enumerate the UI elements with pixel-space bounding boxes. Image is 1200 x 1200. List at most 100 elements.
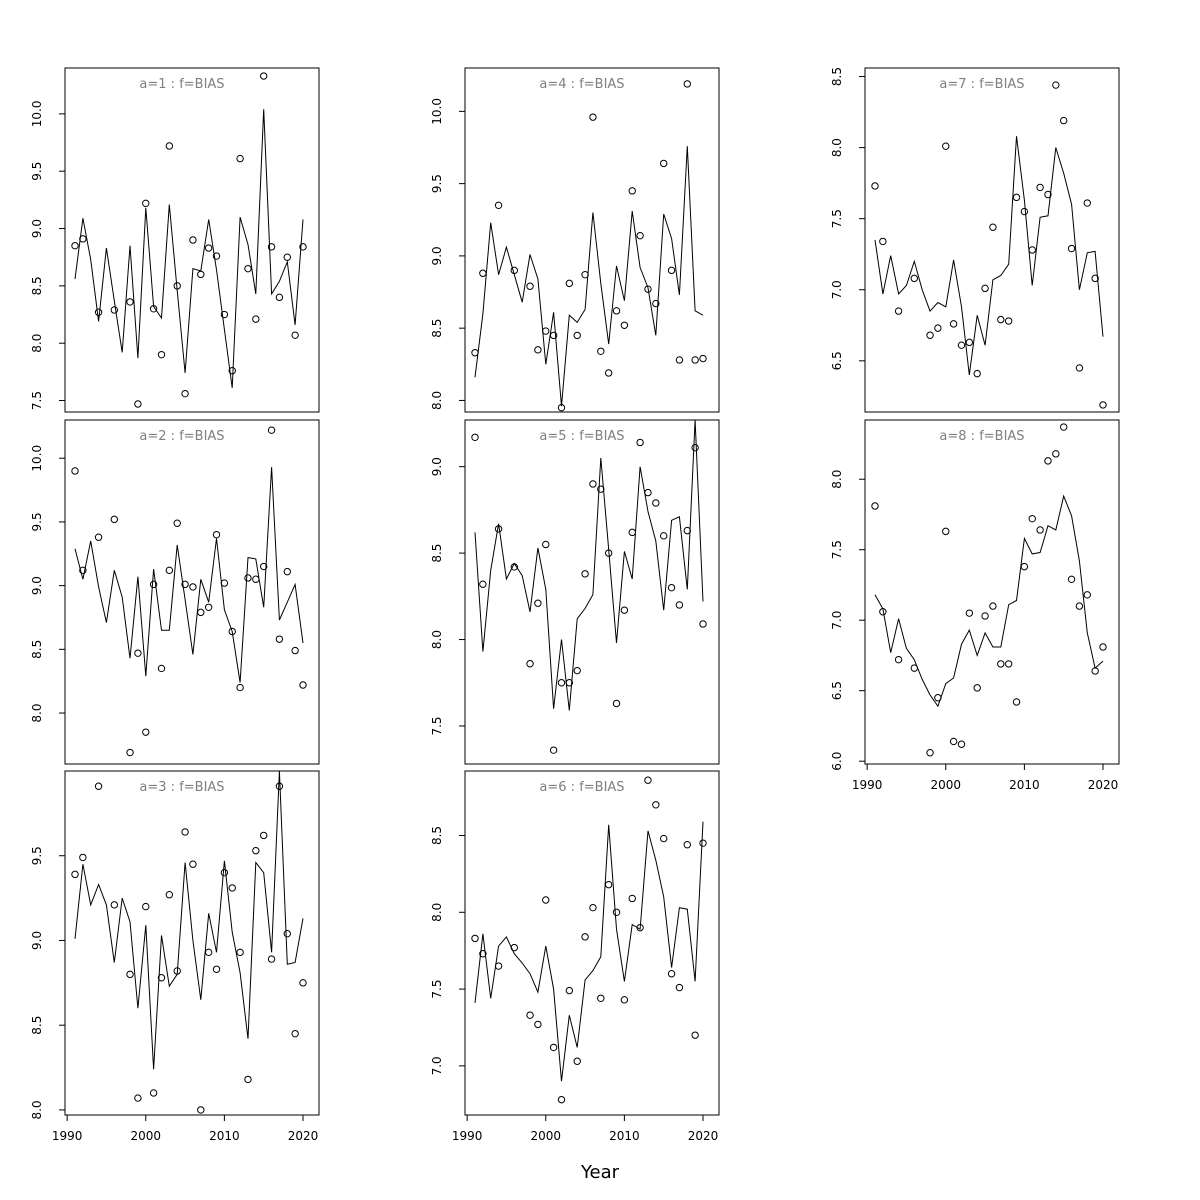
- y-tick-label: 9.5: [30, 162, 44, 181]
- observed-point: [620, 996, 629, 1004]
- observed-point: [589, 113, 597, 121]
- observed-point: [479, 580, 487, 588]
- observed-point: [275, 635, 284, 643]
- observed-point: [220, 868, 229, 877]
- observed-point: [683, 526, 691, 535]
- observed-point: [573, 331, 581, 340]
- observed-point: [973, 684, 981, 692]
- panel-1: 7.5 8.0 8.5 9.0 9.5 10.0 a=1 : f=BIAS: [30, 67, 320, 413]
- observed-point: [659, 159, 668, 168]
- observed-point: [165, 566, 174, 575]
- observed-point: [291, 1029, 299, 1038]
- x-tick-label: 2000: [930, 778, 961, 792]
- observed-point: [510, 266, 519, 275]
- data-area: [471, 420, 707, 754]
- observed-point: [628, 187, 636, 195]
- panel-2: 8.0 8.5 9.0 9.5 10.0 a=2 : f=BIAS: [30, 419, 320, 765]
- observed-point: [636, 231, 644, 240]
- observed-point: [299, 243, 307, 251]
- observed-point: [628, 528, 636, 537]
- data-area: [871, 81, 1107, 409]
- observed-point: [675, 983, 684, 992]
- observed-point: [659, 532, 668, 540]
- x-tick-label: 2020: [288, 1129, 319, 1143]
- observed-point: [259, 72, 268, 80]
- y-tick-label: 9.0: [430, 246, 444, 265]
- observed-point: [1083, 199, 1091, 207]
- x-tick-label: 1990: [452, 1129, 483, 1143]
- y-tick-label: 8.5: [830, 67, 844, 86]
- x-tick-label: 2020: [688, 1129, 719, 1143]
- observed-point: [597, 347, 605, 355]
- y-tick-label: 8.0: [830, 470, 844, 489]
- y-tick-label: 9.5: [30, 512, 44, 531]
- observed-point: [675, 356, 684, 364]
- observed-point: [1044, 190, 1052, 199]
- observed-point: [1052, 450, 1060, 458]
- y-tick-label: 8.5: [430, 544, 444, 563]
- observed-point: [220, 579, 229, 587]
- observed-point: [949, 737, 958, 746]
- observed-point: [228, 884, 236, 892]
- observed-point: [173, 967, 181, 975]
- y-tick-label: 9.0: [30, 219, 44, 238]
- observed-point: [997, 315, 1005, 324]
- observed-point: [1012, 193, 1021, 202]
- observed-point: [526, 660, 534, 668]
- observed-point: [236, 683, 244, 692]
- observed-point: [291, 646, 299, 655]
- x-tick-label: 2010: [209, 1129, 240, 1143]
- y-tick-label: 8.5: [30, 640, 44, 659]
- observed-point: [879, 237, 887, 246]
- observed-point: [1028, 246, 1036, 254]
- observed-point: [479, 269, 487, 277]
- fitted-line: [474, 420, 704, 711]
- observed-point: [683, 80, 691, 88]
- observed-point: [283, 567, 291, 576]
- y-tick-label: 8.5: [430, 826, 444, 845]
- data-area: [71, 426, 307, 757]
- observed-point: [181, 389, 189, 398]
- observed-point: [1020, 562, 1029, 571]
- observed-point: [126, 298, 134, 306]
- observed-point: [573, 666, 581, 675]
- observed-point: [879, 608, 887, 616]
- observed-point: [142, 199, 150, 208]
- y-tick-label: 8.0: [430, 903, 444, 922]
- observed-point: [910, 664, 919, 672]
- observed-point: [471, 433, 479, 441]
- observed-point: [573, 1057, 581, 1065]
- panel-title: a=2 : f=BIAS: [139, 429, 224, 444]
- data-area: [71, 72, 307, 408]
- observed-point: [79, 566, 87, 575]
- observed-point: [581, 933, 589, 941]
- x-tick-label: 2010: [609, 1129, 640, 1143]
- observed-point: [612, 307, 621, 315]
- observed-point: [636, 438, 644, 447]
- y-tick-label: 9.0: [430, 457, 444, 476]
- plot-frame: [64, 67, 320, 413]
- observed-point: [942, 142, 950, 150]
- y-tick-label: 9.0: [30, 931, 44, 950]
- observed-point: [683, 841, 691, 849]
- observed-point: [165, 142, 174, 150]
- observed-point: [252, 575, 260, 583]
- observed-point: [981, 284, 989, 293]
- observed-point: [252, 315, 260, 323]
- observed-point: [957, 740, 966, 748]
- observed-point: [236, 154, 244, 163]
- observed-point: [1067, 575, 1076, 584]
- observed-point: [134, 1094, 142, 1102]
- observed-point: [110, 306, 119, 314]
- y-tick-label: 8.0: [30, 703, 44, 722]
- data-area: [871, 423, 1107, 757]
- observed-point: [534, 599, 542, 607]
- x-tick-label: 2000: [130, 1129, 161, 1143]
- observed-point: [636, 923, 644, 932]
- observed-point: [604, 369, 613, 377]
- y-tick-label: 7.5: [830, 209, 844, 228]
- y-tick-label: 10.0: [30, 445, 44, 472]
- observed-point: [981, 612, 989, 620]
- observed-point: [659, 834, 668, 843]
